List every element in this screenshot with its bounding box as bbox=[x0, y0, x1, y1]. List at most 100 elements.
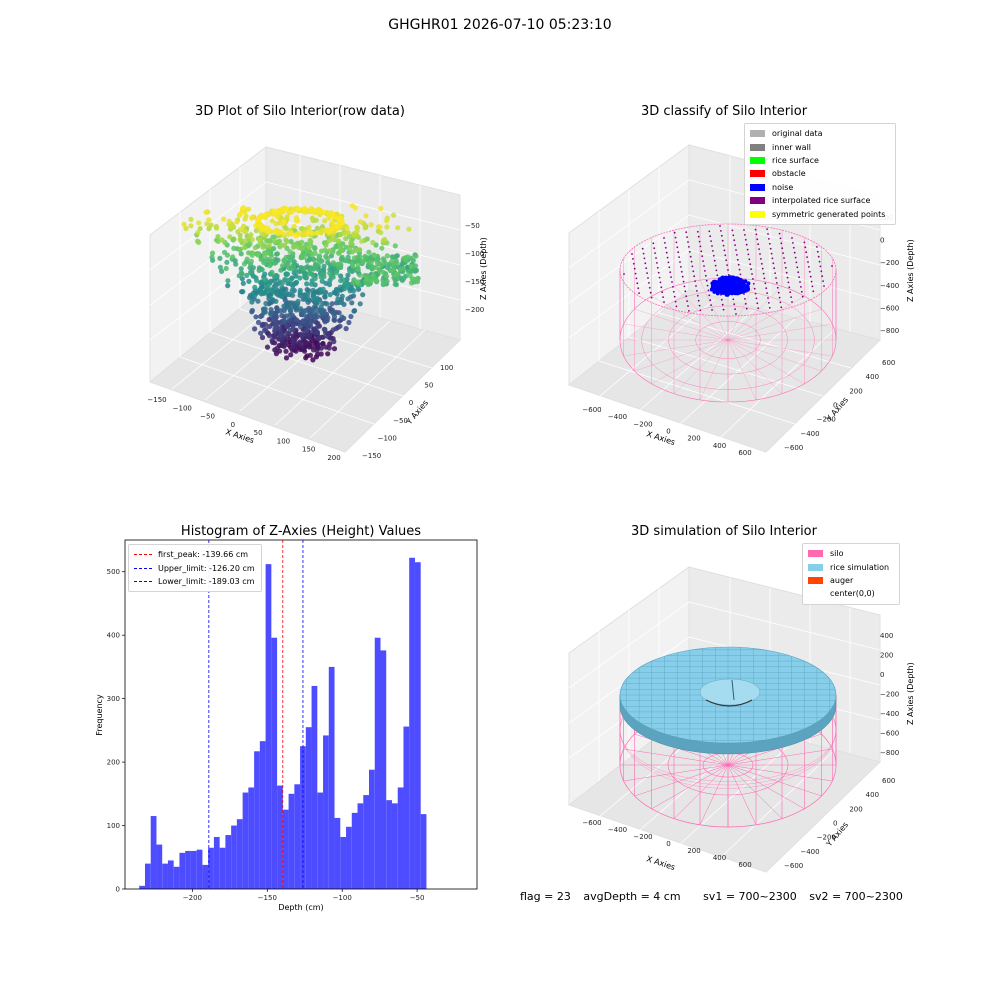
raw-point bbox=[221, 216, 227, 222]
interpolated-point bbox=[771, 257, 774, 260]
wire-line bbox=[651, 339, 729, 384]
interpolated-point bbox=[728, 274, 730, 276]
interpolated-point bbox=[795, 261, 798, 264]
raw-point bbox=[331, 214, 337, 220]
histogram-bar bbox=[311, 685, 318, 889]
interpolated-point bbox=[647, 277, 649, 279]
simulation-x-tick: −600 bbox=[582, 819, 601, 827]
raw-point bbox=[237, 211, 243, 217]
noise-point bbox=[736, 283, 741, 288]
raw-point bbox=[368, 259, 374, 265]
raw-3d-plot: −150 −100 −50 0 50 100 150 200 −150 −100 −50 0 50 100… bbox=[147, 145, 488, 462]
raw-point bbox=[195, 229, 201, 236]
raw-point bbox=[215, 238, 221, 244]
raw-point bbox=[357, 219, 363, 225]
interpolated-point bbox=[656, 262, 658, 264]
legend-item-noise: noise bbox=[750, 181, 890, 194]
raw-point bbox=[221, 249, 228, 255]
interpolated-point bbox=[693, 275, 696, 278]
interpolated-point bbox=[776, 282, 778, 284]
raw-point bbox=[391, 212, 397, 218]
raw-point bbox=[257, 237, 263, 243]
raw-point bbox=[392, 243, 398, 249]
raw-point bbox=[188, 216, 194, 222]
classify-x-tick: 600 bbox=[738, 449, 751, 457]
raw-point bbox=[266, 211, 272, 217]
interpolated-point bbox=[714, 264, 717, 267]
interpolated-point bbox=[770, 252, 773, 255]
raw-point bbox=[258, 313, 264, 320]
legend-item-auger: auger bbox=[808, 574, 894, 587]
legend-swatch bbox=[750, 183, 765, 191]
sv2-value: sv2 = 700~2300 bbox=[809, 890, 903, 903]
raw-point bbox=[293, 268, 299, 274]
interpolated-point bbox=[636, 282, 639, 285]
raw-point bbox=[312, 245, 318, 251]
raw-point bbox=[283, 355, 290, 361]
raw-point bbox=[306, 244, 313, 250]
interpolated-point bbox=[785, 271, 788, 274]
interpolated-point bbox=[765, 287, 768, 290]
histogram-bar bbox=[323, 735, 329, 889]
raw-point bbox=[288, 352, 294, 358]
interpolated-point bbox=[716, 274, 719, 277]
interpolated-point bbox=[672, 286, 674, 288]
raw-point bbox=[297, 340, 303, 346]
raw-point bbox=[240, 205, 247, 211]
raw-point bbox=[315, 322, 321, 328]
raw-point bbox=[355, 266, 361, 272]
raw-point bbox=[351, 255, 357, 261]
raw-point bbox=[295, 206, 301, 212]
raw-point bbox=[374, 278, 380, 284]
interpolated-point bbox=[722, 308, 725, 311]
interpolated-point bbox=[760, 258, 762, 260]
interpolated-point bbox=[775, 277, 777, 279]
raw-point bbox=[302, 274, 308, 280]
raw-point bbox=[263, 300, 269, 307]
interpolated-point bbox=[656, 266, 659, 269]
interpolated-point bbox=[784, 262, 786, 264]
histogram-y-tick: 100 bbox=[107, 822, 120, 830]
raw-point bbox=[268, 292, 274, 298]
interpolated-point bbox=[697, 235, 700, 238]
raw-point bbox=[278, 242, 285, 248]
raw-point bbox=[281, 231, 287, 237]
raw-point bbox=[238, 226, 244, 232]
raw-point bbox=[325, 331, 331, 337]
wire-line bbox=[727, 323, 833, 341]
raw-point bbox=[287, 249, 293, 255]
raw-point bbox=[301, 312, 307, 318]
raw-point bbox=[266, 316, 272, 323]
interpolated-point bbox=[662, 296, 664, 298]
raw-point bbox=[304, 258, 310, 264]
raw-point bbox=[299, 252, 305, 258]
interpolated-point bbox=[731, 229, 734, 232]
raw-point bbox=[357, 254, 363, 260]
wire-line bbox=[727, 296, 805, 341]
interpolated-point bbox=[634, 272, 637, 275]
raw-point bbox=[278, 331, 284, 337]
simulation-x-tick: 400 bbox=[713, 854, 726, 862]
raw-point bbox=[312, 309, 318, 315]
raw-point bbox=[283, 226, 289, 232]
raw-point bbox=[240, 280, 246, 286]
raw-point bbox=[331, 339, 337, 345]
interpolated-point bbox=[676, 246, 679, 249]
simulation-plot-title: 3D simulation of Silo Interior bbox=[631, 524, 817, 539]
interpolated-point bbox=[821, 275, 824, 278]
raw-point bbox=[267, 323, 273, 329]
noise-point bbox=[743, 283, 747, 288]
wire-line bbox=[727, 280, 757, 341]
histogram-bar bbox=[162, 863, 168, 889]
auger-shaft bbox=[731, 679, 735, 701]
interpolated-point bbox=[708, 294, 711, 297]
interpolated-point bbox=[750, 268, 752, 270]
classify-x-tick: −600 bbox=[582, 406, 601, 414]
raw-point bbox=[281, 219, 287, 225]
raw-point bbox=[299, 246, 305, 252]
raw-point bbox=[313, 305, 319, 311]
raw-point bbox=[243, 213, 249, 219]
legend-item-center: center(0,0) bbox=[808, 587, 894, 600]
interpolated-point bbox=[668, 266, 671, 269]
raw-point bbox=[252, 245, 258, 251]
